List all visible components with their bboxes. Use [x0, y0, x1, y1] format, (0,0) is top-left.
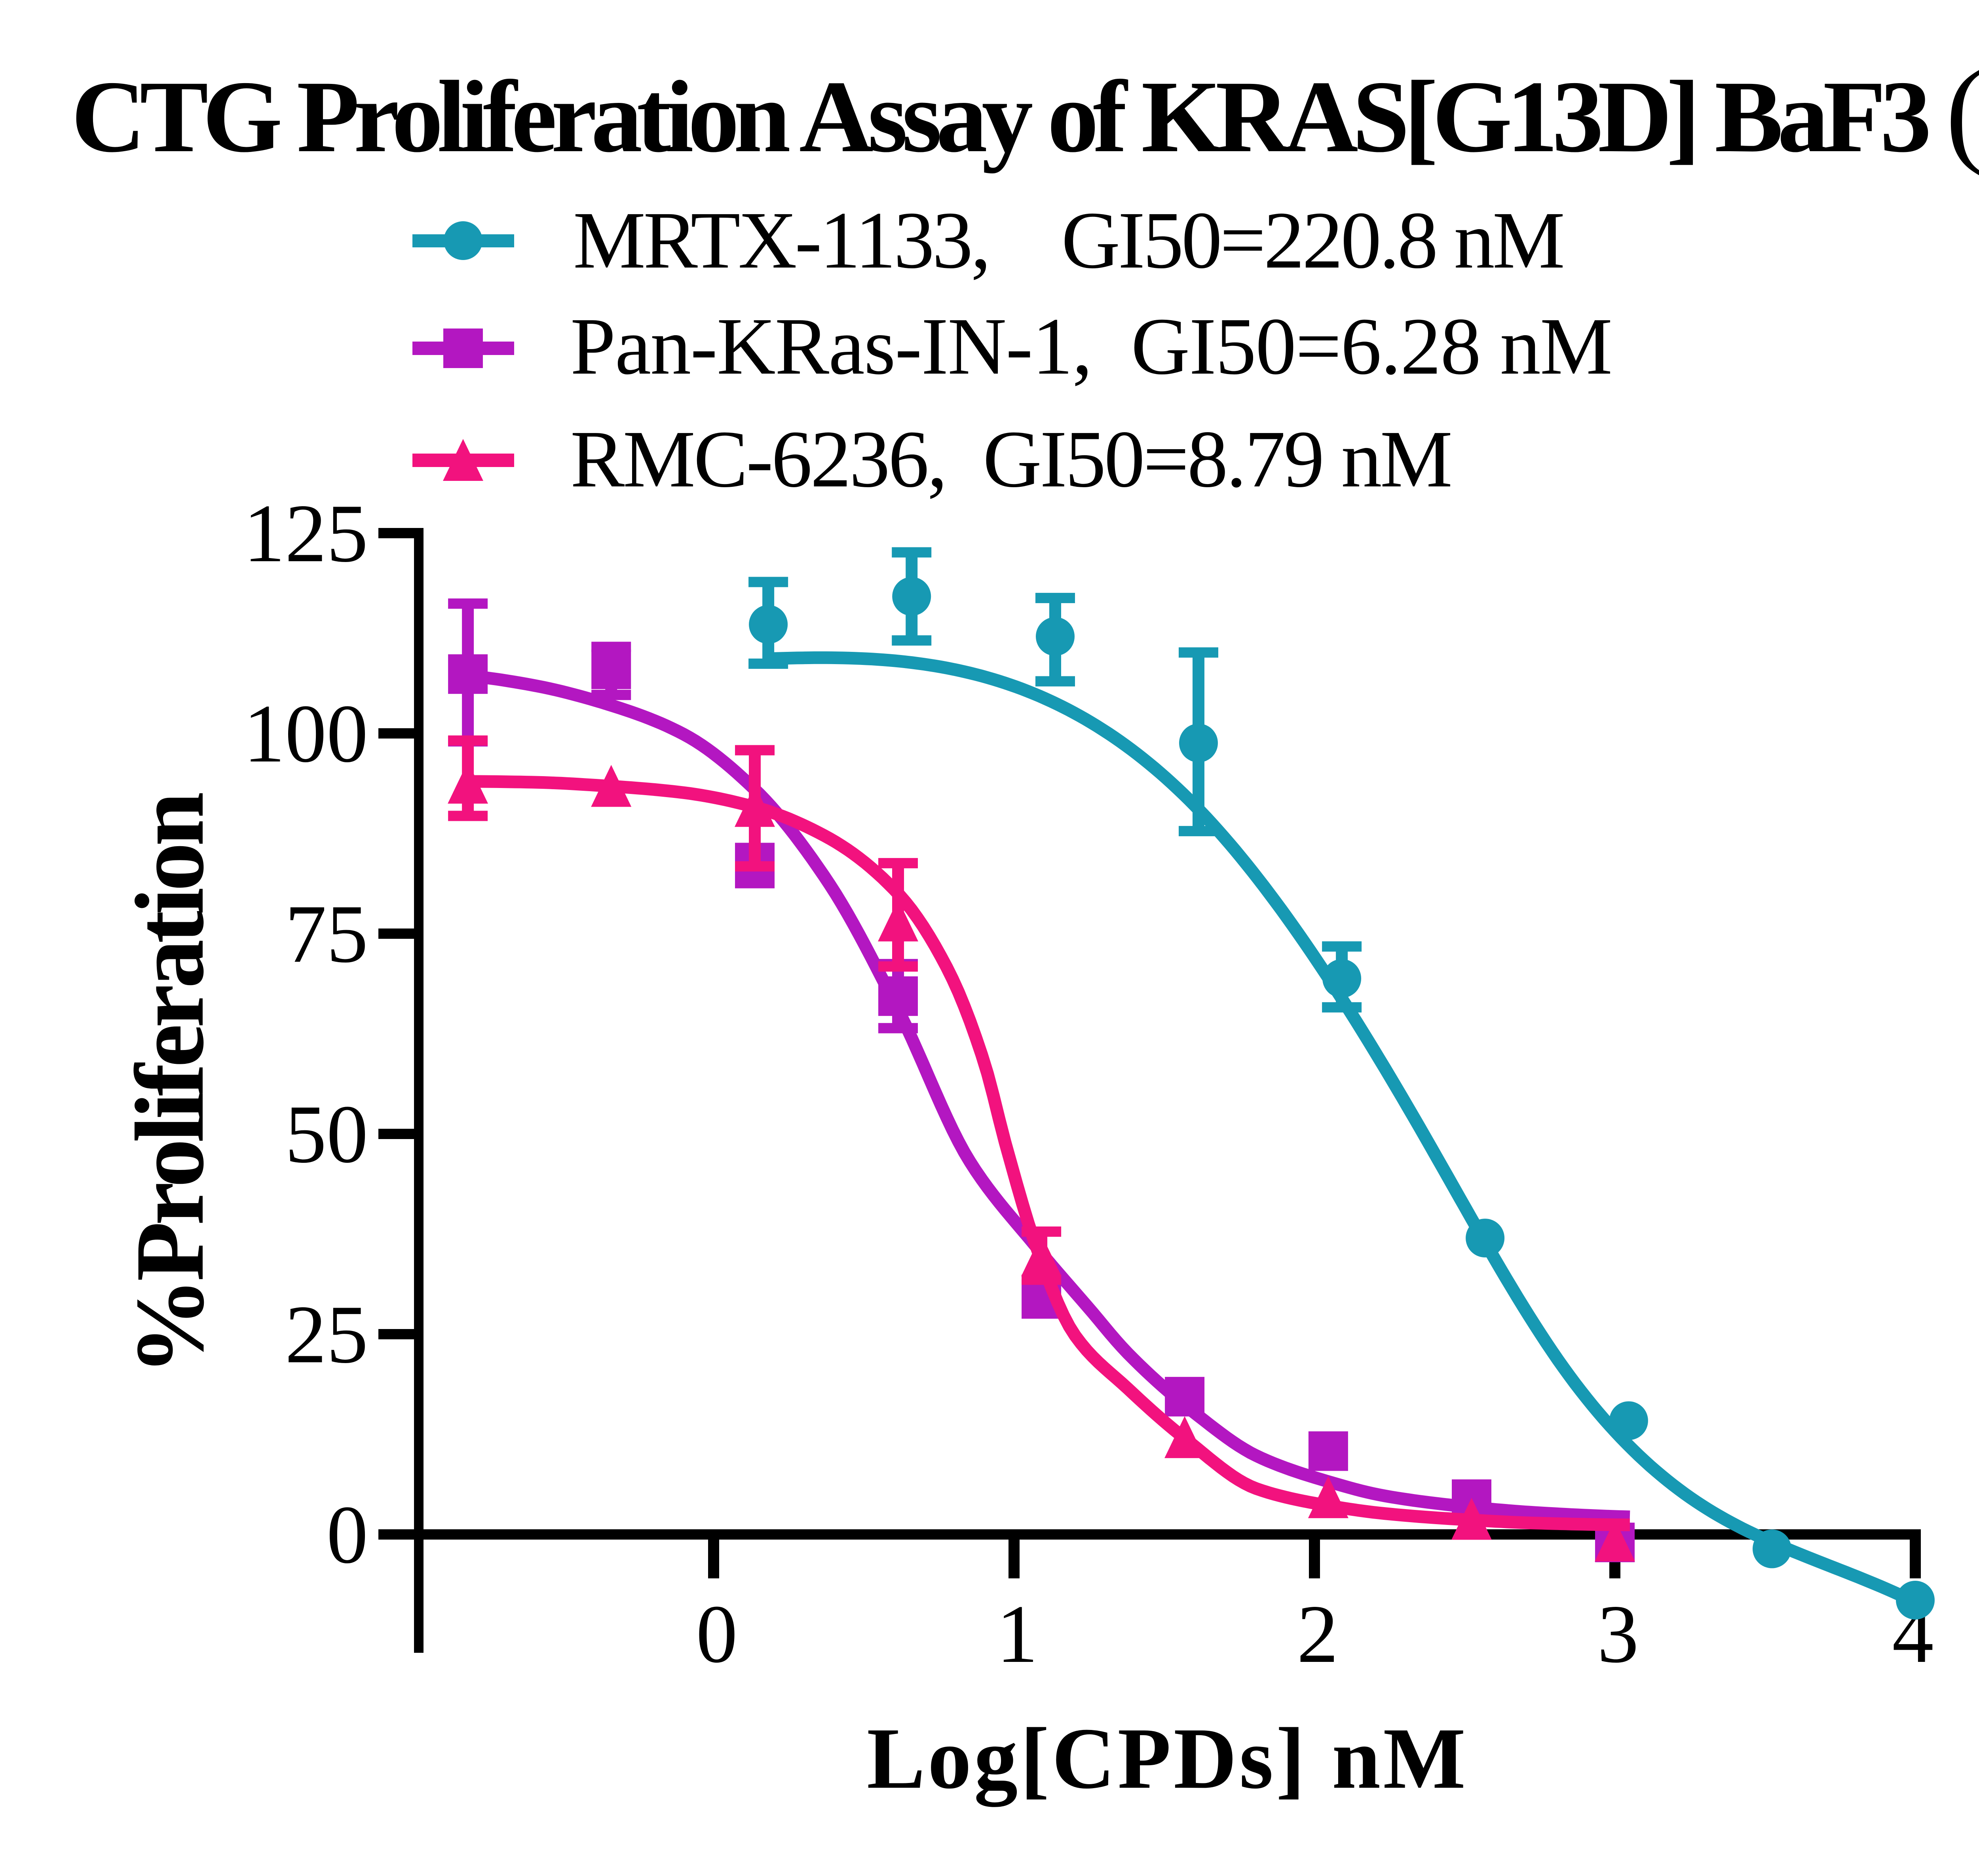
svg-text:CTG Proliferation Assay of KRA: CTG Proliferation Assay of KRAS[G13D] Ba… — [71, 46, 1979, 177]
svg-text:Log[CPDs] nM: Log[CPDs] nM — [867, 1710, 1466, 1807]
svg-text:1: 1 — [997, 1588, 1038, 1680]
svg-text:25: 25 — [285, 1289, 368, 1380]
svg-text:50: 50 — [285, 1088, 368, 1180]
svg-text:100: 100 — [243, 688, 368, 780]
svg-text:75: 75 — [285, 888, 368, 980]
svg-text:Pan-KRas-IN-1, GI50=6.28 nM: Pan-KRas-IN-1, GI50=6.28 nM — [570, 301, 1612, 391]
svg-text:2: 2 — [1297, 1588, 1339, 1680]
svg-text:%Proliferation: %Proliferation — [115, 792, 224, 1376]
svg-text:3: 3 — [1597, 1588, 1639, 1680]
svg-text:RMC-6236, GI50=8.79 nM: RMC-6236, GI50=8.79 nM — [570, 414, 1453, 504]
svg-text:0: 0 — [696, 1588, 738, 1680]
svg-text:0: 0 — [327, 1489, 368, 1581]
svg-text:125: 125 — [243, 488, 368, 579]
svg-text:MRTX-1133, GI50=220.8 nM: MRTX-1133, GI50=220.8 nM — [573, 195, 1565, 285]
